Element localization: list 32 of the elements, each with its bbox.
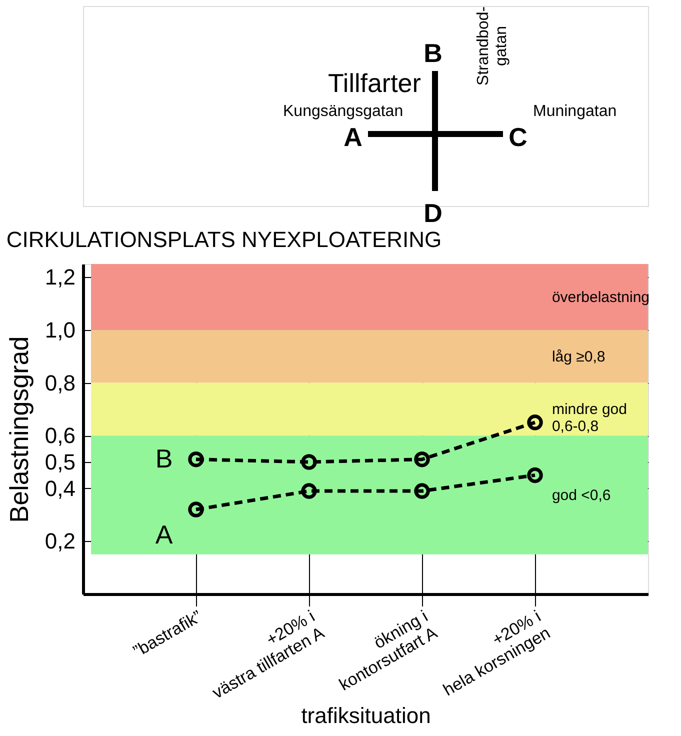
- x-axis-title: trafiksituation: [301, 703, 431, 728]
- y-tick-label: 1,0: [44, 318, 76, 342]
- point: [188, 452, 204, 468]
- text: Kungsängsgatan: [283, 103, 404, 120]
- point: [414, 452, 430, 468]
- text: Strandbod- gatan: [475, 6, 510, 86]
- y-tick-label: 0,2: [44, 528, 76, 554]
- y-tick-label: 0,5: [44, 450, 76, 474]
- point: [527, 467, 543, 484]
- y-tick-label: 0,4: [44, 476, 76, 501]
- point: [301, 483, 317, 499]
- text: Muningatan: [533, 103, 617, 120]
- point: [301, 454, 317, 470]
- point: [414, 483, 430, 499]
- y-axis-title: Belastningsgrad: [4, 336, 34, 523]
- series-label: B: [155, 443, 173, 474]
- band-label: låg ≥0,8: [552, 348, 606, 366]
- point: [527, 414, 543, 430]
- series-label: A: [155, 520, 174, 550]
- band-label: god <0,6: [552, 487, 611, 504]
- y-tick-label: 1,2: [44, 264, 76, 290]
- text: Tillfarter: [328, 68, 422, 98]
- band-label: överbelastning: [552, 289, 650, 306]
- text: B: [424, 38, 442, 68]
- y-tick-label: 0,8: [44, 370, 76, 396]
- chart-title: CIRKULATIONSPLATS NYEXPLOATERING: [6, 227, 442, 252]
- text: A: [344, 122, 363, 152]
- text: D: [424, 198, 442, 228]
- point: [188, 502, 204, 518]
- y-tick-label: 0,6: [44, 423, 76, 448]
- text: C: [508, 122, 528, 152]
- band-label: mindre god 0,6-0,8: [552, 401, 627, 436]
